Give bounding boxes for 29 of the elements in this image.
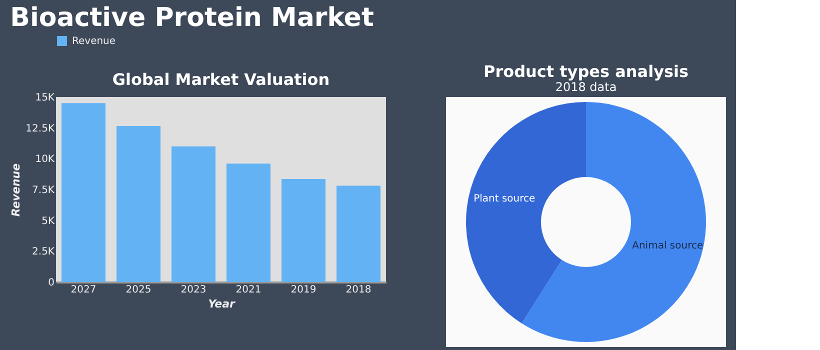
x-axis-title: Year (208, 298, 236, 310)
y-tick-label: 15K (35, 92, 55, 104)
x-tick-label: 2027 (70, 284, 96, 296)
bar (116, 126, 160, 282)
y-tick-label: 10K (35, 154, 55, 166)
y-tick-label: 12.5K (26, 123, 55, 134)
y-tick-label: 0 (48, 278, 54, 288)
text: 2018 data (555, 80, 617, 94)
x-tick-label: 2019 (290, 284, 316, 296)
bar (282, 179, 326, 282)
bar (62, 103, 106, 282)
x-tick-label: 2023 (180, 284, 206, 296)
x-tick-label: 2021 (236, 284, 262, 296)
chart-title: Global Market Valuation (112, 70, 330, 89)
bar (336, 186, 380, 282)
chart-title: Product types analysis (483, 62, 689, 81)
slice-label: Plant source (474, 193, 536, 204)
y-tick-label: 2.5K (32, 246, 55, 258)
text: Bioactive Protein Market (10, 3, 374, 33)
bar (226, 164, 270, 282)
donut-slice (466, 102, 586, 324)
bar (172, 146, 216, 282)
y-tick-label: 7.5K (32, 185, 55, 196)
x-tick-label: 2025 (126, 284, 152, 296)
y-tick-label: 5K (42, 216, 55, 227)
y-axis-title: Revenue (10, 162, 23, 217)
x-tick-label: 2018 (346, 284, 372, 296)
slice-label: Animal source (632, 240, 704, 252)
legend-label: Revenue (72, 36, 116, 47)
